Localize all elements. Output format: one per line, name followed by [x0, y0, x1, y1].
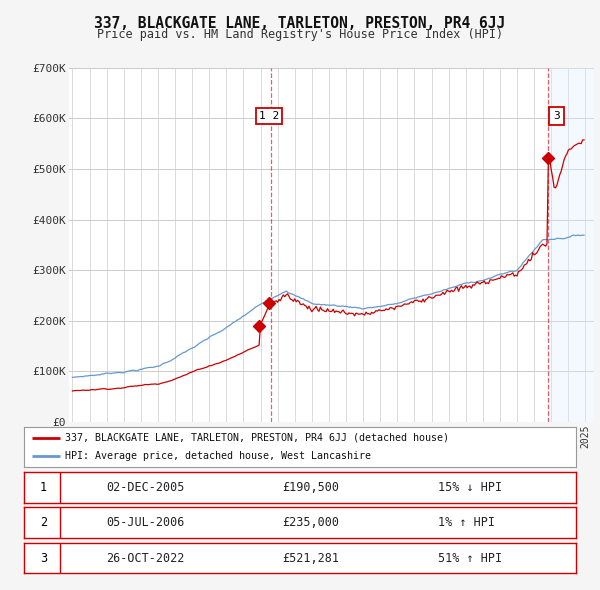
Text: £190,500: £190,500	[283, 481, 340, 494]
Text: Price paid vs. HM Land Registry's House Price Index (HPI): Price paid vs. HM Land Registry's House …	[97, 28, 503, 41]
Text: £235,000: £235,000	[283, 516, 340, 529]
Text: 51% ↑ HPI: 51% ↑ HPI	[438, 552, 502, 565]
Text: 3: 3	[40, 552, 47, 565]
Text: 337, BLACKGATE LANE, TARLETON, PRESTON, PR4 6JJ: 337, BLACKGATE LANE, TARLETON, PRESTON, …	[94, 16, 506, 31]
Text: 1% ↑ HPI: 1% ↑ HPI	[438, 516, 495, 529]
Bar	[548, 68, 594, 422]
Text: 1 2: 1 2	[259, 111, 279, 121]
Text: 2: 2	[40, 516, 47, 529]
Text: £521,281: £521,281	[283, 552, 340, 565]
Text: HPI: Average price, detached house, West Lancashire: HPI: Average price, detached house, West…	[65, 451, 371, 461]
Text: 15% ↓ HPI: 15% ↓ HPI	[438, 481, 502, 494]
Text: 3: 3	[553, 111, 560, 121]
Text: 337, BLACKGATE LANE, TARLETON, PRESTON, PR4 6JJ (detached house): 337, BLACKGATE LANE, TARLETON, PRESTON, …	[65, 433, 449, 443]
Text: 26-OCT-2022: 26-OCT-2022	[106, 552, 185, 565]
Text: 05-JUL-2006: 05-JUL-2006	[106, 516, 185, 529]
Text: 1: 1	[40, 481, 47, 494]
Text: 02-DEC-2005: 02-DEC-2005	[106, 481, 185, 494]
